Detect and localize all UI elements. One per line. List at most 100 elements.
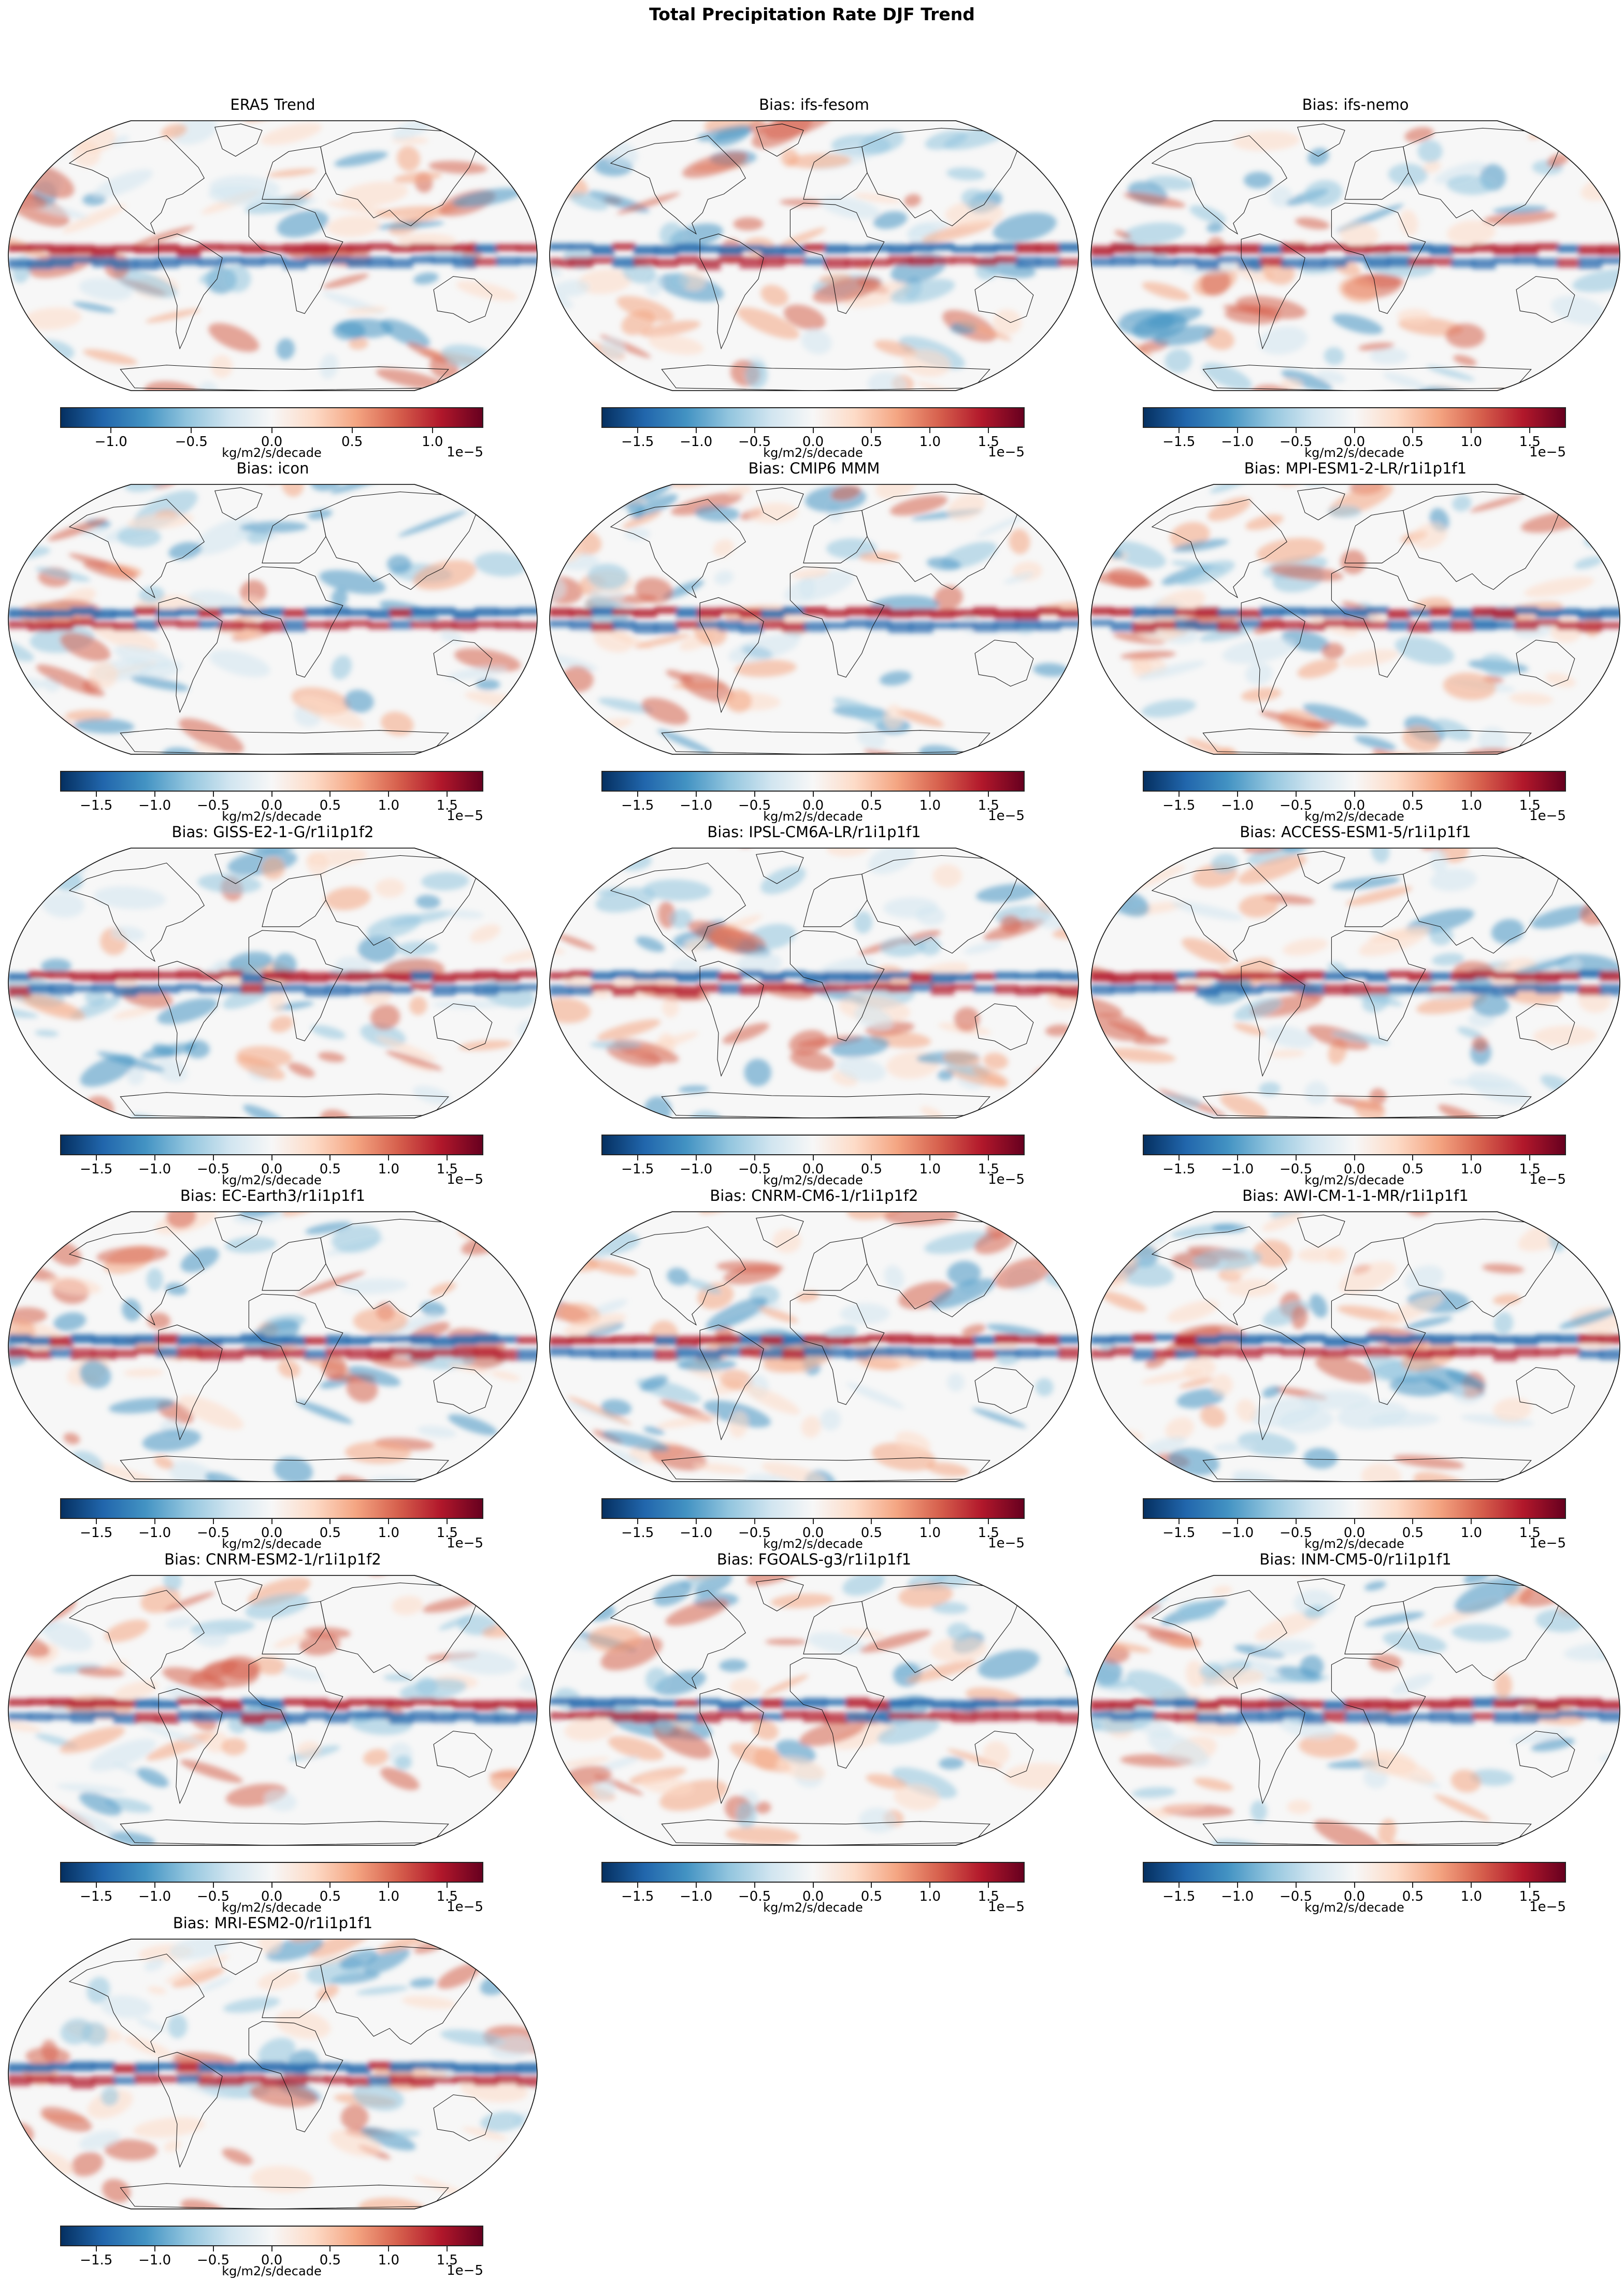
equatorial-band [1175,1350,1199,1358]
itcz-band [432,1699,456,1706]
field-patch [946,167,985,181]
field-patch [1331,876,1400,890]
field-patch [564,1716,617,1741]
field-patch [616,192,681,214]
equatorial-band [1132,257,1156,265]
field-patch [421,872,469,891]
itcz-band [1217,609,1241,616]
colorbar-tick-label: −1.0 [680,1161,713,1177]
itcz-band [71,1334,95,1343]
equatorial-band [1091,1350,1114,1358]
equatorial-band [347,620,371,627]
field-patch [46,1276,101,1295]
equatorial-band [1058,620,1079,627]
colorbar-exponent: 1e−5 [1529,1172,1566,1187]
colorbar-tick [447,1155,448,1160]
itcz-band [241,244,265,253]
equatorial-band [156,1347,180,1357]
field-patch [1509,693,1553,705]
itcz-band [50,971,74,979]
field-patch [1446,1369,1486,1389]
field-patch [926,1462,970,1477]
field-patch [587,564,629,590]
equatorial-band [1536,1348,1560,1357]
colorbar-tick-label: 0.0 [261,434,283,450]
field-patch [243,1104,288,1118]
coastline [214,1578,263,1612]
field-patch [222,265,251,293]
field-patch [553,1807,581,1828]
itcz-band [390,608,413,618]
itcz-band [973,607,997,617]
itcz-band [697,970,721,980]
field-patch [976,883,1039,902]
equatorial-band [1557,1710,1581,1717]
colorbar-tick [988,428,989,433]
coastline [120,2183,449,2209]
equatorial-band [368,256,392,268]
field-patch [1186,738,1250,754]
itcz-band [803,243,827,251]
itcz-band [1302,1334,1326,1342]
colorbar-exponent: 1e−5 [447,444,483,460]
colorbar-tick [1178,1519,1180,1524]
equatorial-band [411,983,435,990]
colorbar-tick-label: 0.0 [802,1525,824,1541]
colorbar-tick-label: 0.5 [319,1889,341,1904]
equatorial-band [1472,1712,1496,1720]
itcz-band [1154,1699,1177,1706]
coastlines [1151,123,1575,391]
field-patch [208,323,260,352]
colorbar-tick [447,1519,448,1524]
itcz-band [1324,608,1347,618]
field-patch [1483,211,1557,225]
field-patch [87,1977,110,2004]
map-panel: ERA5 Trend −1.0 −0.5 0.0 0.5 1.0 kg/m2/s/decad… [7,0,538,460]
itcz-band [1409,1700,1432,1706]
field-patch [245,1593,310,1619]
equatorial-band [517,257,537,265]
equatorial-band [1578,257,1602,269]
coastline [158,960,223,1077]
field-patch [808,1632,866,1654]
coastline [1151,499,1287,598]
field-patch [344,690,374,713]
panel-title: Bias: ifs-fesom [759,96,869,113]
itcz-band [1217,245,1241,252]
colorbar-tick-label: −0.5 [197,1525,230,1541]
field-patch [830,1036,889,1058]
itcz-band [305,1698,328,1708]
equatorial-band [591,622,615,632]
colorbar-tick-label: −1.5 [1162,1889,1196,1904]
field-patch [680,672,735,702]
field-patch [198,381,218,391]
itcz-band [368,243,392,250]
field-patch [1364,1612,1425,1627]
equatorial-band [697,983,721,993]
field-patch [1545,672,1576,687]
field-patch [1113,633,1166,644]
itcz-band [92,609,116,620]
equatorial-band [517,1349,537,1361]
field-patch [458,1040,513,1051]
field-patch [305,1222,352,1235]
colorbar-tick-label: 1.0 [1460,1889,1483,1904]
field-patch [250,2083,318,2107]
panel-title: Bias: FGOALS-g3/r1i1p1f1 [716,1551,912,1568]
itcz-band [1037,243,1061,253]
itcz-band [761,246,785,256]
colorbar-tick-label: −1.0 [1221,1889,1254,1904]
field-patch [755,1801,771,1814]
equatorial-band [113,2076,137,2085]
field-patch [142,1429,201,1452]
itcz-band [888,609,912,618]
coastline [248,1657,343,1769]
colorbar-tick [1295,1883,1297,1888]
field-patch [1404,127,1434,142]
field-patch [641,697,689,725]
equatorial-band [1196,1713,1220,1724]
field-patch [892,1767,957,1799]
field-patch [349,337,368,350]
equatorial-band [453,1346,477,1358]
field-patch [491,1370,520,1381]
